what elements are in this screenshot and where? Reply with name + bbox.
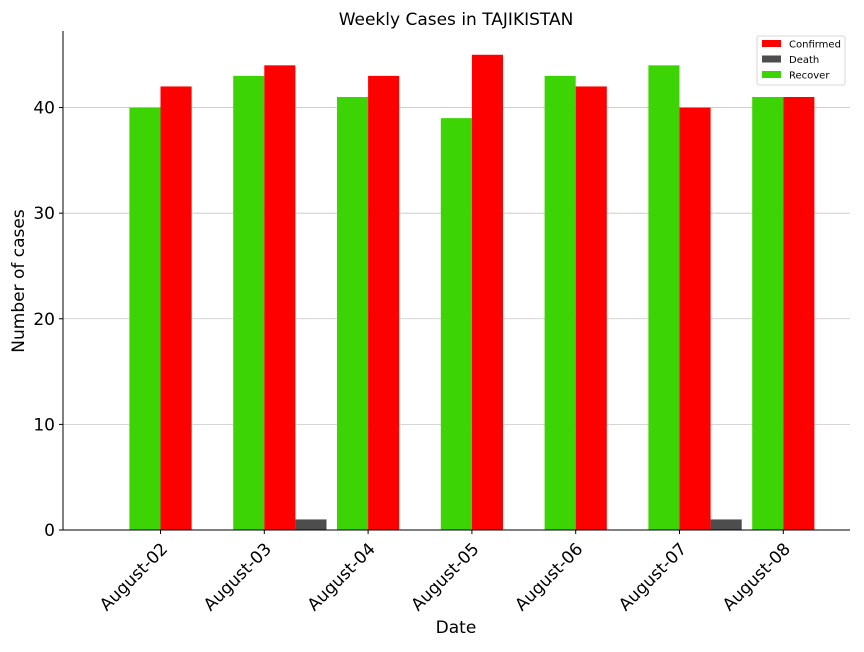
bars-layer (129, 54, 815, 531)
x-tick-label: August-08 (719, 539, 795, 615)
x-tick-label: August-04 (304, 539, 380, 615)
legend-label-death: Death (789, 55, 819, 66)
legend-label-confirmed: Confirmed (789, 40, 841, 51)
chart-title: Weekly Cases in TAJIKISTAN (339, 10, 574, 30)
legend: Confirmed Death Recover (756, 35, 846, 86)
x-tick-label: August-06 (511, 539, 587, 615)
bar-recover-august-02 (129, 107, 161, 531)
bar-confirmed-august-04 (368, 75, 400, 530)
bar-confirmed-august-05 (471, 54, 503, 531)
y-tick-label: 30 (33, 204, 55, 224)
legend-swatch-death (762, 55, 781, 63)
y-tick-label: 0 (44, 521, 55, 541)
bar-recover-august-06 (544, 75, 576, 530)
x-tick-label: August-07 (615, 539, 691, 615)
bar-confirmed-august-02 (160, 86, 192, 530)
bar-recover-august-05 (440, 118, 472, 530)
bar-recover-august-04 (337, 97, 369, 530)
bar-confirmed-august-03 (264, 65, 296, 530)
x-axis-label: Date (436, 618, 477, 638)
x-ticks: August-02 August-03 August-04 August-05 Augu… (96, 530, 795, 615)
bar-confirmed-august-08 (783, 97, 815, 530)
bar-recover-august-07 (648, 65, 680, 530)
bar-confirmed-august-06 (575, 86, 607, 530)
bar-confirmed-august-07 (679, 107, 711, 531)
axes-layer (62, 31, 850, 531)
bar-death-august-03 (295, 519, 327, 530)
x-tick-label: August-03 (200, 539, 276, 615)
legend-swatch-recover (762, 71, 781, 78)
x-tick-label: August-02 (96, 539, 172, 615)
legend-label-recover: Recover (789, 71, 830, 82)
y-tick-label: 20 (33, 310, 55, 330)
y-tick-label: 10 (33, 415, 55, 435)
y-ticks: 0 10 20 30 40 (33, 99, 63, 541)
y-axis-label: Number of cases (9, 209, 29, 353)
bar-death-august-07 (710, 519, 742, 530)
y-tick-label: 40 (33, 99, 55, 119)
bar-recover-august-03 (233, 75, 265, 530)
bar-recover-august-08 (752, 97, 784, 530)
legend-swatch-confirmed (762, 40, 781, 47)
x-tick-label: August-05 (408, 539, 484, 615)
